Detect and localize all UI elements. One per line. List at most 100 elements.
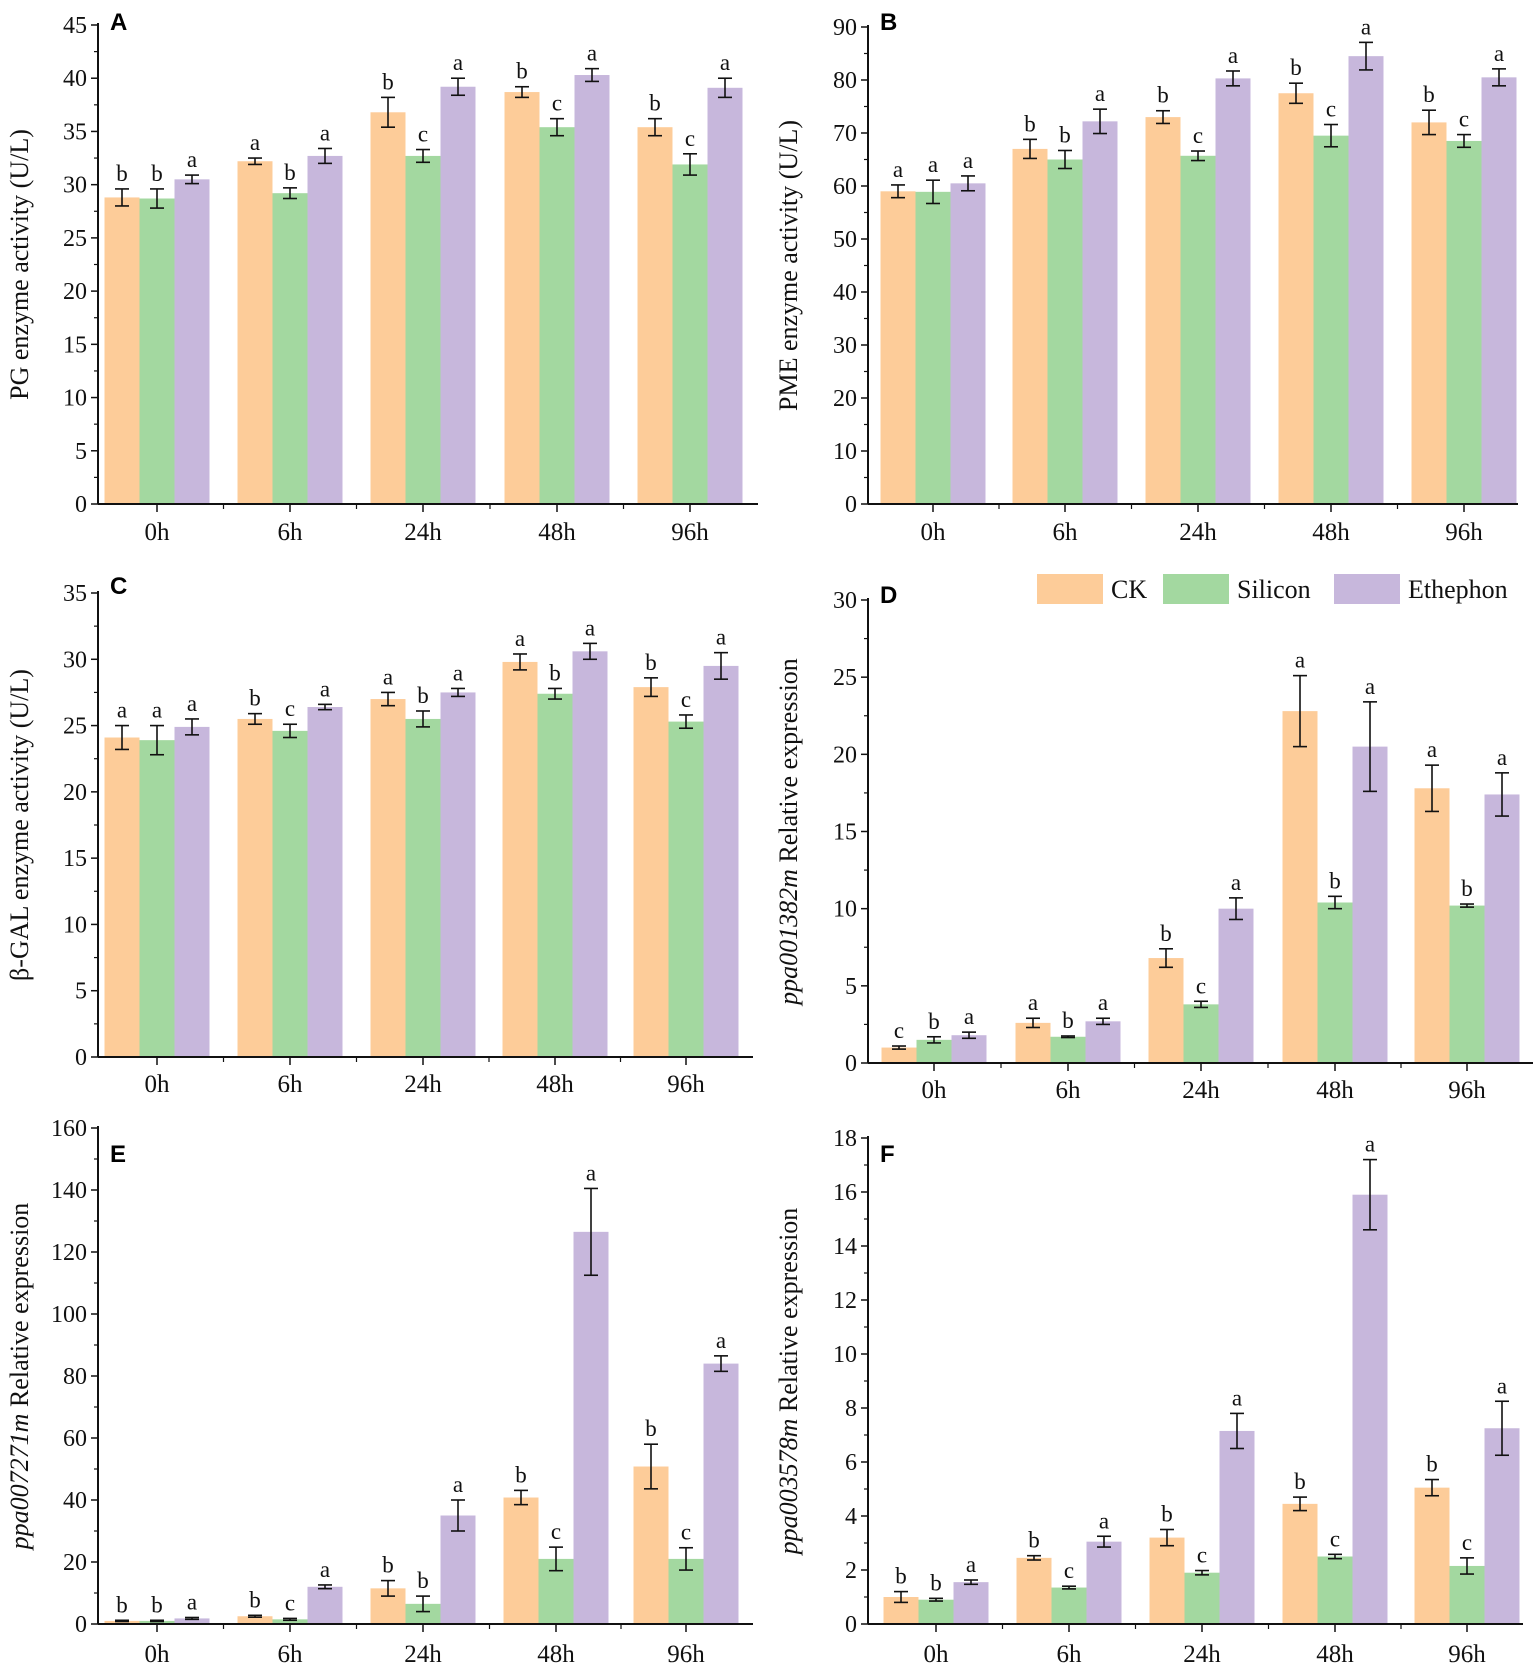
significance-label: a bbox=[1361, 14, 1371, 39]
bar-silicon bbox=[1317, 1556, 1353, 1624]
y-tick-label: 10 bbox=[833, 1342, 857, 1368]
error-bar bbox=[248, 1614, 262, 1618]
x-tick-label: 0h bbox=[145, 1071, 171, 1098]
error-bar bbox=[1191, 150, 1205, 162]
significance-label: a bbox=[1231, 870, 1241, 895]
y-axis-title-gene: ppa003578m bbox=[774, 1419, 803, 1557]
error-bar bbox=[1226, 70, 1240, 87]
significance-label: c bbox=[1459, 107, 1469, 132]
y-tick-label: 10 bbox=[833, 439, 857, 465]
significance-label: a bbox=[1497, 1373, 1507, 1398]
significance-label: a bbox=[716, 1328, 726, 1353]
x-tick-label: 96h bbox=[667, 1641, 705, 1668]
significance-label: b bbox=[1161, 1502, 1173, 1527]
panel-letter: E bbox=[110, 1141, 126, 1168]
bar-ck bbox=[1411, 122, 1447, 505]
bar-ck bbox=[1015, 1022, 1051, 1063]
y-tick-label: 20 bbox=[63, 1550, 87, 1576]
significance-label: b bbox=[1423, 82, 1435, 107]
y-tick-label: 0 bbox=[75, 492, 87, 518]
significance-label: a bbox=[187, 147, 197, 172]
bar-ck bbox=[1016, 1557, 1052, 1624]
significance-label: b bbox=[1329, 868, 1341, 893]
panel-f: 0 2 4 6 8 10 12 14 16 18 ppa003578m Relative expre… bbox=[774, 1126, 1523, 1668]
error-bar bbox=[381, 96, 395, 128]
error-bar bbox=[1093, 108, 1107, 135]
y-tick-label: 5 bbox=[75, 979, 87, 1005]
significance-label: a bbox=[320, 676, 330, 701]
error-bar bbox=[585, 67, 599, 83]
significance-label: b bbox=[116, 1592, 128, 1617]
significance-label: b bbox=[151, 161, 163, 186]
legend-swatch bbox=[1334, 574, 1400, 604]
bar-silicon bbox=[139, 740, 175, 1057]
significance-label: c bbox=[1196, 973, 1206, 998]
y-axis-title: ppa003578m Relative expression bbox=[774, 1208, 803, 1557]
x-tick-label: 96h bbox=[1448, 1641, 1486, 1668]
bar-ethephon bbox=[440, 86, 476, 504]
y-tick-label: 140 bbox=[51, 1178, 87, 1204]
y-tick-label: 30 bbox=[833, 588, 857, 614]
significance-label: b bbox=[1160, 921, 1172, 946]
y-axis-title-gene: ppa001382m bbox=[774, 869, 803, 1007]
x-tick-label: 6h bbox=[278, 519, 304, 546]
bar-ethephon bbox=[307, 1586, 343, 1624]
y-tick-label: 30 bbox=[63, 647, 87, 673]
panel-letter: A bbox=[110, 9, 127, 36]
error-bar bbox=[1495, 1400, 1509, 1457]
x-tick-label: 24h bbox=[1182, 1077, 1220, 1104]
error-bar bbox=[1363, 701, 1377, 793]
error-bar bbox=[1293, 1496, 1307, 1512]
error-bar bbox=[929, 1597, 943, 1602]
x-tick-label: 24h bbox=[1179, 519, 1217, 546]
x-tick-label: 48h bbox=[1312, 519, 1350, 546]
significance-label: c bbox=[1193, 123, 1203, 148]
y-axis-title: ppa001382m Relative expression bbox=[774, 658, 803, 1007]
bar-ck bbox=[370, 112, 406, 504]
error-bar bbox=[926, 179, 940, 205]
significance-label: c bbox=[685, 126, 695, 151]
significance-label: b bbox=[1062, 1008, 1074, 1033]
x-tick-label: 48h bbox=[537, 1641, 575, 1668]
bar-ck bbox=[104, 1620, 140, 1624]
y-tick-label: 160 bbox=[51, 1116, 87, 1142]
y-tick-label: 25 bbox=[63, 226, 87, 252]
error-bar bbox=[416, 710, 430, 728]
bar-silicon bbox=[1047, 159, 1083, 504]
bar-silicon bbox=[539, 127, 575, 504]
panel-d: 0 5 10 15 20 25 30 ppa001382m Relative expressi… bbox=[774, 582, 1533, 1104]
bar-ck bbox=[504, 92, 540, 504]
error-bar bbox=[927, 1035, 941, 1044]
x-tick-label: 24h bbox=[1183, 1641, 1221, 1668]
bar-ethephon bbox=[703, 665, 739, 1057]
error-bar bbox=[679, 1546, 693, 1571]
y-tick-label: 80 bbox=[63, 1364, 87, 1390]
bar-silicon bbox=[1446, 140, 1482, 504]
significance-label: a bbox=[585, 615, 595, 640]
significance-label: a bbox=[453, 50, 463, 75]
significance-label: a bbox=[1028, 990, 1038, 1015]
bar-ethephon bbox=[1484, 794, 1520, 1063]
significance-label: a bbox=[320, 120, 330, 145]
legend-item-silicon: Silicon bbox=[1163, 574, 1311, 604]
x-tick-label: 24h bbox=[404, 1641, 442, 1668]
bar-ck bbox=[237, 1616, 273, 1624]
x-tick-label: 96h bbox=[1448, 1077, 1486, 1104]
y-tick-label: 16 bbox=[833, 1180, 857, 1206]
bar-silicon bbox=[272, 1619, 308, 1624]
bar-ck bbox=[881, 1047, 917, 1063]
y-tick-label: 8 bbox=[845, 1396, 857, 1422]
significance-label: b bbox=[249, 686, 261, 711]
legend-item-ethephon: Ethephon bbox=[1334, 574, 1508, 604]
bar-ethephon bbox=[707, 87, 743, 505]
x-tick-label: 0h bbox=[145, 1641, 171, 1668]
significance-label: a bbox=[453, 660, 463, 685]
error-bar bbox=[451, 1499, 465, 1532]
bar-silicon bbox=[1051, 1587, 1087, 1624]
significance-label: a bbox=[587, 41, 597, 66]
y-tick-label: 80 bbox=[833, 68, 857, 94]
error-bar bbox=[150, 1619, 164, 1623]
bar-ethephon bbox=[1085, 1021, 1121, 1063]
error-bar bbox=[248, 157, 262, 166]
error-bar bbox=[891, 184, 905, 199]
